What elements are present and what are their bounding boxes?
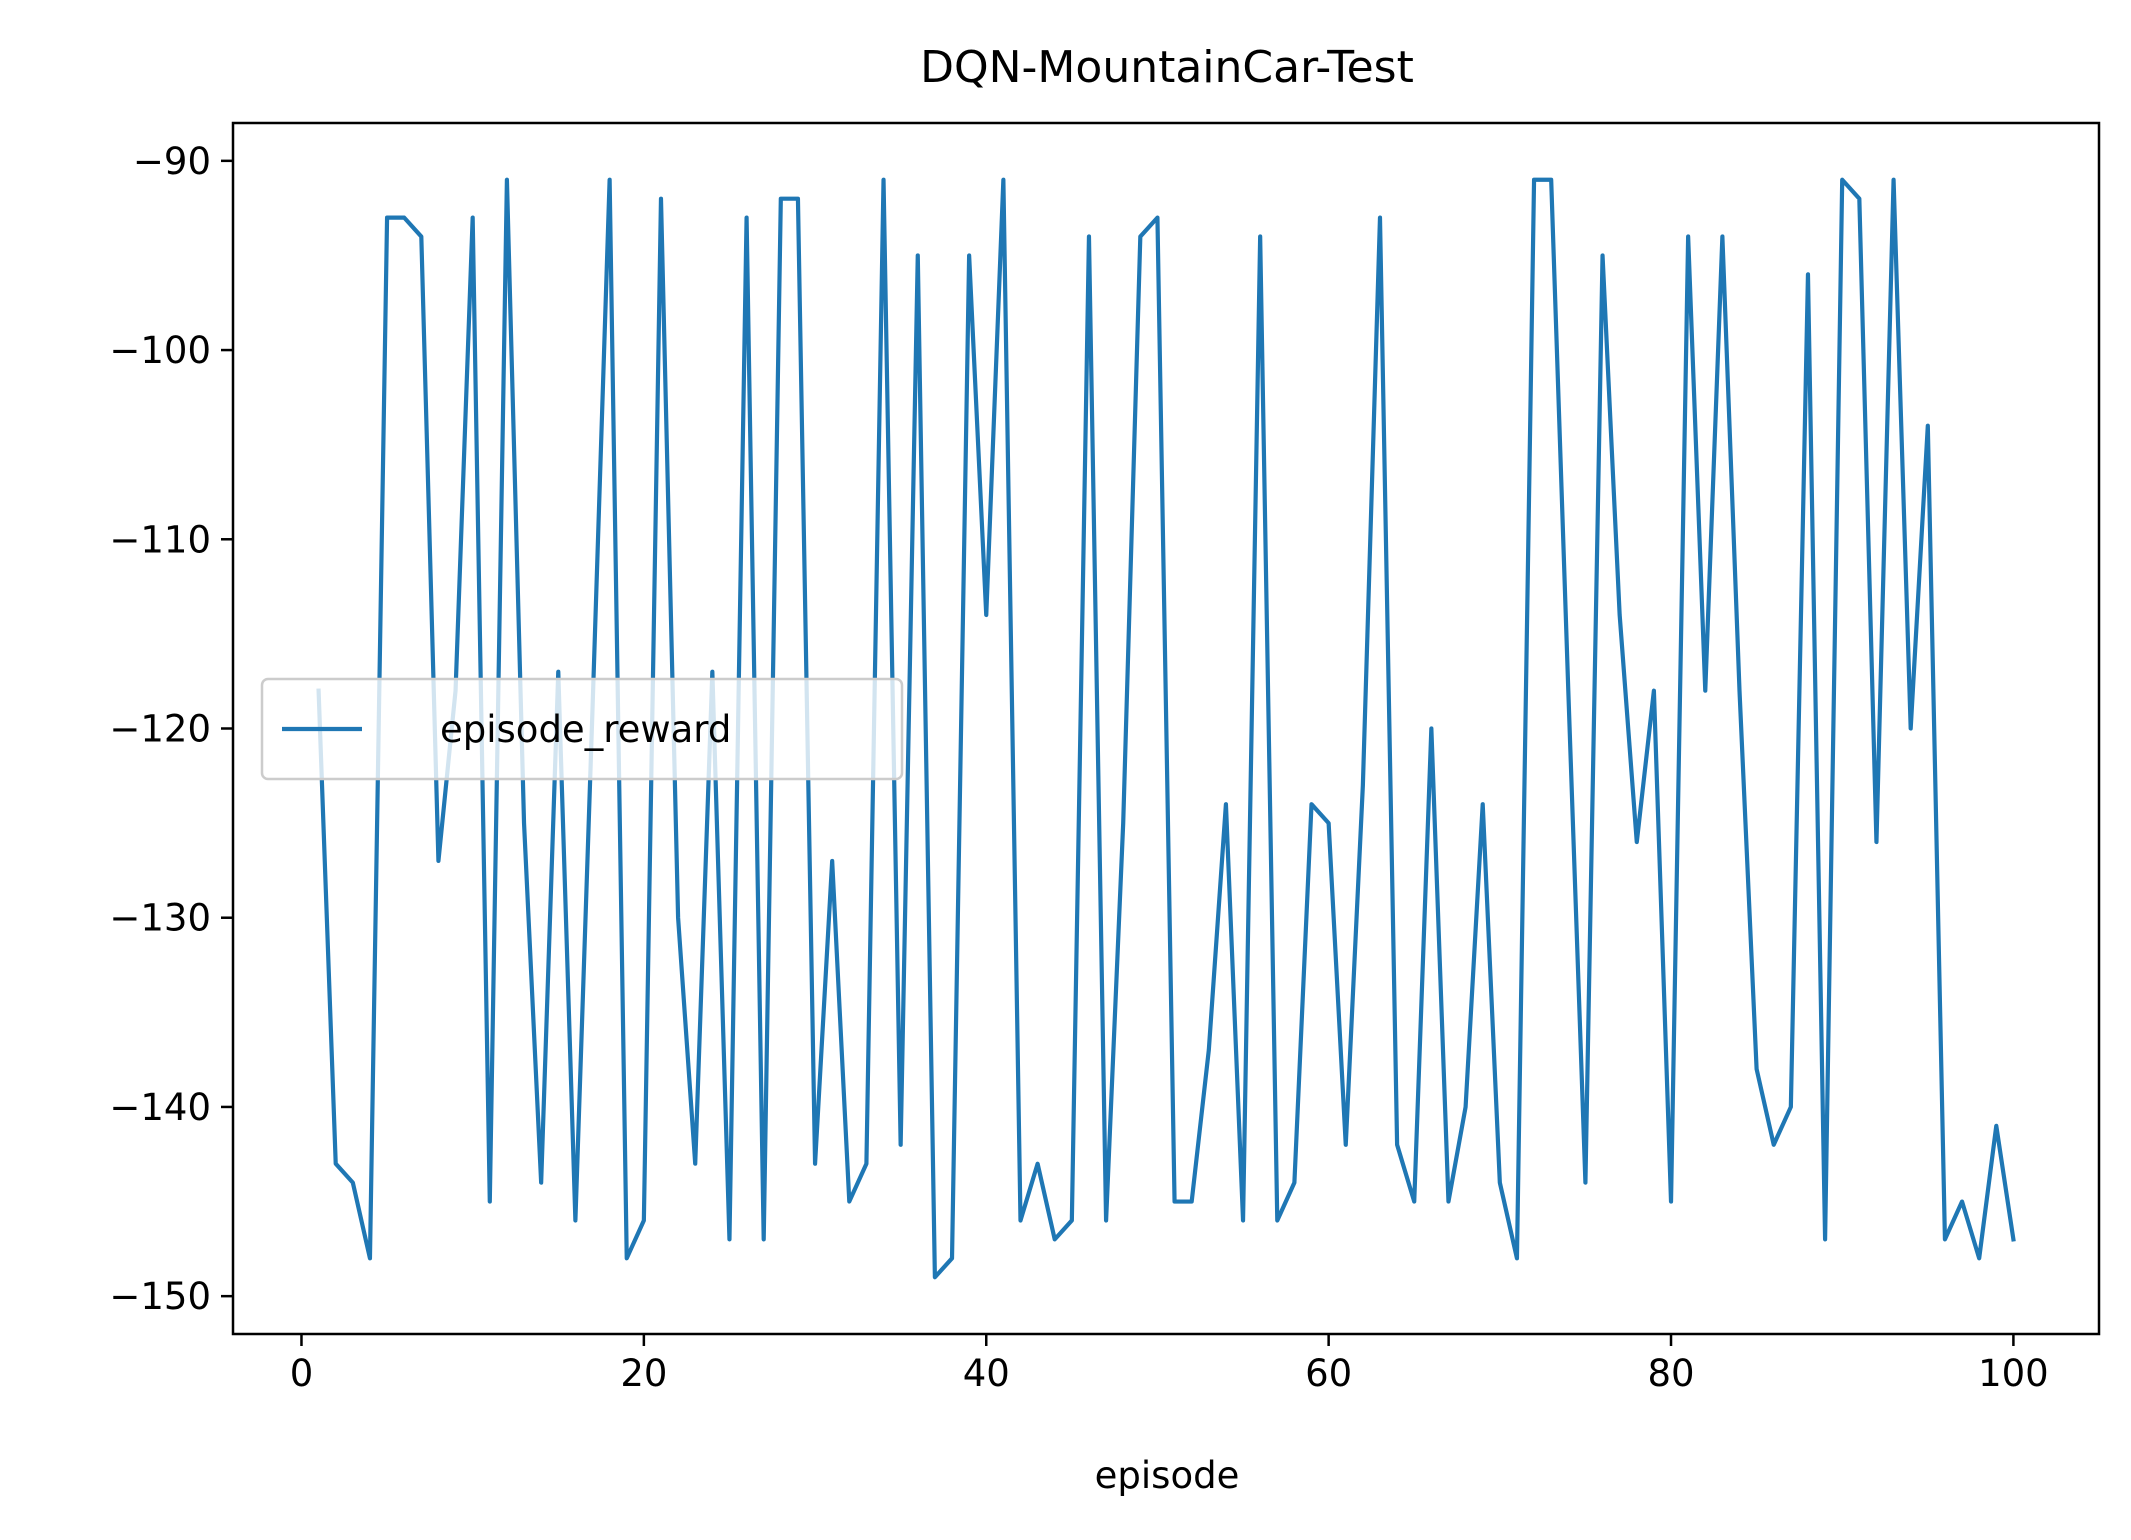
x-tick-label: 100 [1978, 1352, 2049, 1395]
plot-area: 0 20 40 60 80 100 −90 −100 −110 −120 −130 −140 −150 e… [109, 121, 2101, 1395]
legend-box [260, 677, 904, 781]
y-tick-label: −110 [109, 518, 211, 561]
y-tick-label: −150 [109, 1275, 211, 1318]
y-tick-label: −120 [109, 708, 211, 751]
y-tick-label: −90 [133, 140, 211, 183]
y-tick-label: −100 [109, 329, 211, 372]
x-tick-label: 60 [1305, 1352, 1352, 1395]
y-tick-label: −130 [109, 897, 211, 940]
chart-title: DQN-MountainCar-Test [920, 42, 1414, 93]
x-tick-label: 0 [290, 1352, 314, 1395]
x-tick-label: 80 [1647, 1352, 1694, 1395]
series-line-episode_reward [316, 177, 2016, 1280]
y-tick-label: −140 [109, 1086, 211, 1129]
legend-label: episode_reward [440, 708, 731, 751]
x-tick-label: 40 [963, 1352, 1010, 1395]
x-tick-label: 20 [620, 1352, 667, 1395]
x-axis-label: episode [1095, 1454, 1240, 1497]
